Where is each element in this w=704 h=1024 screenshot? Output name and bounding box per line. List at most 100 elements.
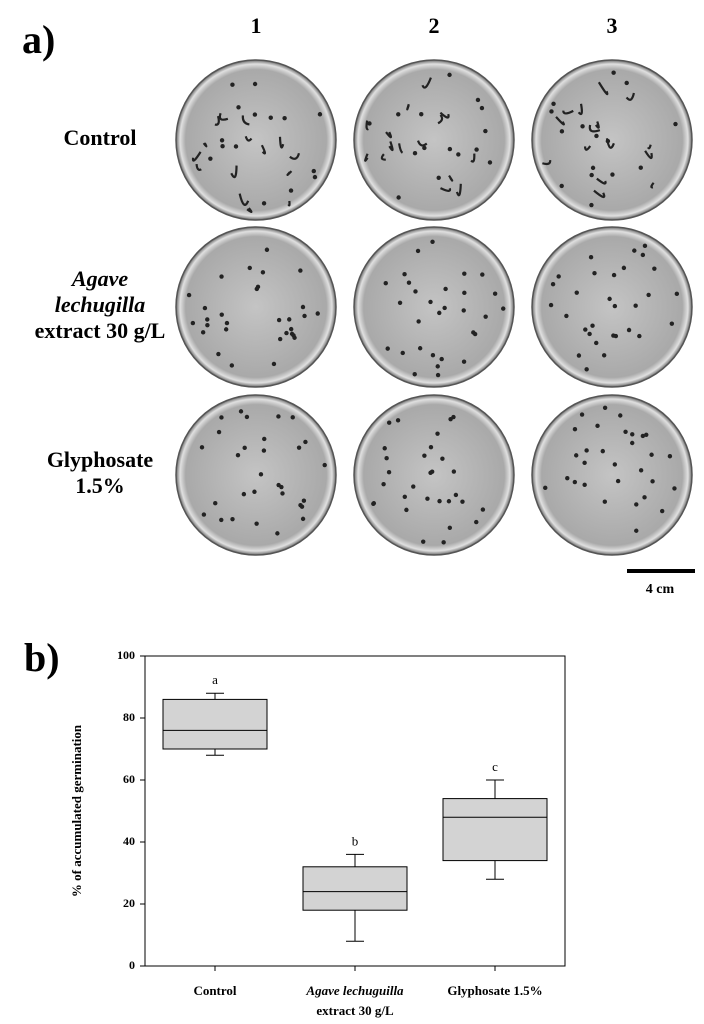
petri-dish — [175, 59, 337, 221]
seed — [277, 336, 283, 342]
seed — [219, 138, 225, 143]
seedling — [278, 136, 285, 149]
seed — [288, 188, 294, 193]
seed — [396, 112, 401, 117]
seed — [483, 314, 488, 319]
seed — [633, 303, 638, 308]
seedling — [594, 121, 600, 129]
seed — [386, 470, 392, 475]
seedling — [416, 140, 428, 147]
seed — [548, 302, 554, 308]
seedling — [597, 81, 609, 96]
seed — [583, 327, 588, 332]
seed — [630, 432, 635, 437]
seedling — [625, 92, 635, 101]
seed — [474, 147, 479, 152]
seedling — [246, 207, 253, 214]
seedling — [555, 116, 565, 126]
significance-letter: a — [212, 672, 218, 687]
x-tick-label: extract 30 g/L — [316, 1003, 394, 1018]
seed — [474, 519, 479, 525]
seedling — [542, 160, 552, 166]
scale-label: 4 cm — [646, 582, 675, 597]
seed — [615, 478, 621, 484]
seed — [673, 121, 678, 127]
seed — [383, 281, 388, 286]
seed — [565, 475, 570, 481]
seed — [312, 174, 318, 180]
seed — [453, 492, 459, 498]
seed — [276, 414, 281, 419]
seed — [430, 352, 436, 358]
y-tick-label: 100 — [117, 648, 135, 662]
seed — [315, 311, 320, 316]
seed — [543, 485, 548, 491]
seed — [395, 418, 401, 423]
seed — [634, 502, 639, 507]
seed — [612, 303, 618, 309]
seed — [367, 121, 372, 126]
seedling — [191, 151, 202, 162]
seedling — [448, 174, 454, 182]
y-axis-label: % of accumulated germination — [69, 724, 84, 897]
seed — [437, 498, 442, 504]
seed — [213, 501, 218, 506]
seed — [644, 432, 649, 437]
seed — [284, 330, 289, 336]
seed — [255, 284, 261, 290]
seed — [303, 439, 308, 445]
seed — [280, 491, 285, 496]
y-tick-label: 20 — [123, 896, 135, 910]
seed — [202, 305, 208, 311]
row-label: 1.5% — [75, 473, 125, 498]
seed — [233, 144, 239, 149]
seed — [400, 350, 405, 356]
seed — [492, 291, 498, 296]
seedling — [244, 136, 253, 142]
seed — [382, 446, 387, 451]
seed — [386, 420, 392, 425]
seedling — [406, 103, 410, 111]
seed — [219, 415, 224, 420]
seed — [230, 82, 235, 87]
seed — [219, 312, 224, 317]
seed — [244, 414, 250, 420]
seed — [589, 172, 594, 178]
seedling — [286, 170, 293, 177]
seed — [276, 317, 282, 323]
seed — [247, 265, 252, 271]
seed — [288, 326, 294, 332]
column-label: 3 — [607, 13, 618, 38]
seed — [200, 330, 206, 335]
seed — [216, 429, 222, 435]
petri-dish — [531, 226, 693, 388]
seedling — [650, 182, 655, 189]
x-tick-label: Agave lechuguilla — [305, 983, 404, 998]
seed — [416, 319, 421, 324]
seed — [652, 266, 657, 271]
seedling — [385, 131, 393, 139]
y-tick-label: 60 — [123, 772, 135, 786]
seed — [576, 353, 582, 358]
seed — [630, 440, 635, 446]
seed — [462, 271, 467, 276]
seedling — [647, 144, 652, 150]
seed — [262, 436, 267, 442]
petri-dish — [175, 226, 337, 388]
seedling — [289, 152, 301, 160]
seed — [205, 322, 210, 328]
seedling — [380, 153, 386, 161]
seedling — [214, 115, 220, 126]
seedling — [238, 193, 250, 206]
seed — [624, 80, 629, 86]
seed — [301, 498, 307, 503]
seedling — [439, 111, 450, 119]
box — [442, 798, 548, 862]
seed — [483, 128, 488, 134]
seed — [428, 470, 433, 475]
seed — [299, 504, 305, 509]
seed — [229, 363, 235, 368]
x-tick-label: Control — [193, 983, 236, 998]
seed — [446, 499, 452, 504]
seed — [574, 453, 579, 458]
